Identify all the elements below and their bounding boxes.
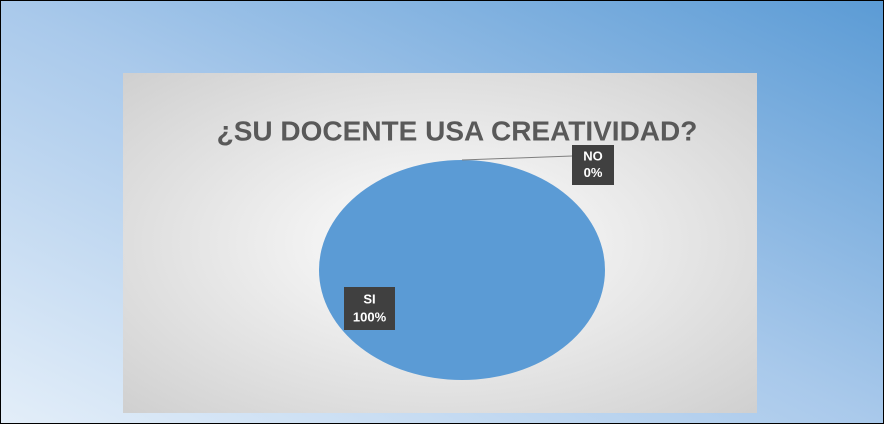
data-label-value: 0% <box>584 165 603 180</box>
leader-line <box>461 155 573 161</box>
data-label-category: SI <box>363 291 375 306</box>
data-label-value: 100% <box>353 309 387 324</box>
data-label-box <box>344 287 395 330</box>
data-label-category: NO <box>583 148 603 163</box>
chart-title: ¿SU DOCENTE USA CREATIVIDAD? <box>217 115 698 146</box>
data-label-box <box>572 145 614 185</box>
